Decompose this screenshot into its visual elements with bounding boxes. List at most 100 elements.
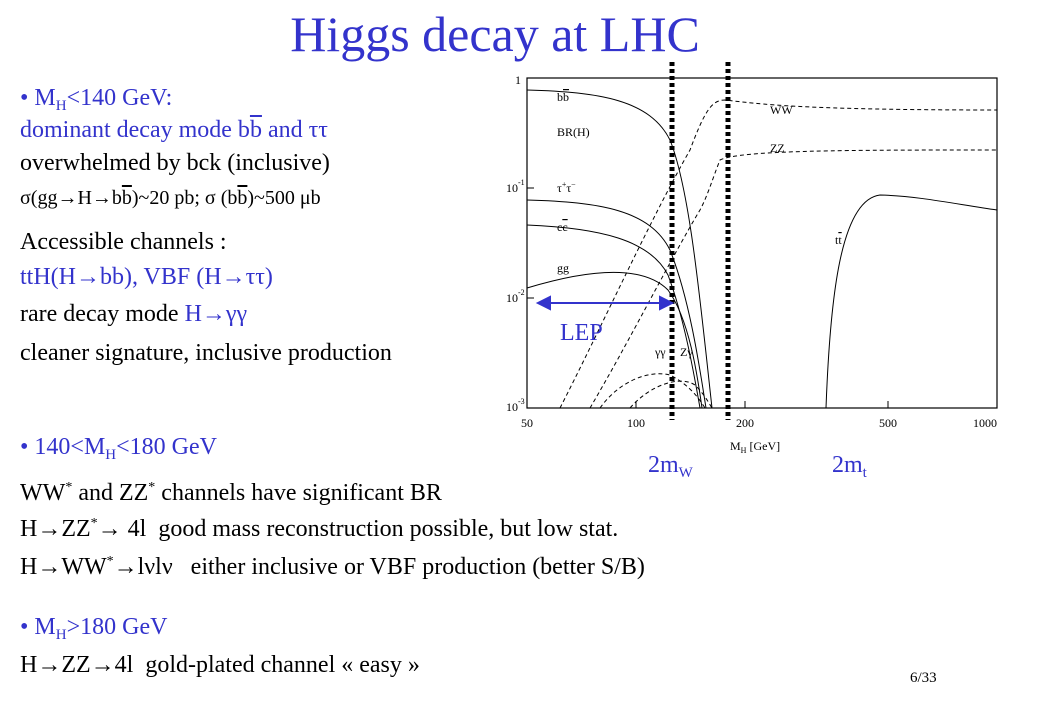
text: 10 [506,400,518,414]
curve-label: γγ [654,345,666,359]
y-tick-label: 10-3 [506,397,525,414]
text: >180 GeV [66,614,168,640]
curve-zgam [629,380,713,409]
subscript: t [863,465,868,481]
superscript: -3 [518,397,525,406]
text: t [835,233,839,247]
text: [GeV] [746,439,780,453]
superscript: -1 [518,178,525,187]
text: σ(gg→H→b [20,187,122,209]
curve-label: gg [557,261,569,275]
text: H→WW [20,554,107,580]
text: <180 GeV [116,434,217,460]
curve-label: cc [557,220,568,234]
text: H→ZZ [20,516,91,542]
x-tick-label: 100 [627,416,645,430]
curve-label: BR(H) [557,125,590,139]
mass-thresholds [669,62,731,420]
text: τ [557,181,562,195]
y-tick-label: 1 [515,73,521,87]
text-line: overwhelmed by bck (inclusive) [20,150,330,176]
text: 10 [506,291,518,305]
text-line: cleaner signature, inclusive production [20,340,392,366]
y-tick-label: 10-2 [506,288,525,305]
subscript: H [105,447,117,463]
text: b [237,187,248,209]
text: 2m [832,452,863,478]
superscript: * [106,554,114,569]
curve-label: WW [770,103,793,117]
x-tick-label: 50 [521,416,533,430]
subscript: H [55,627,67,643]
x-tick-label: 200 [736,416,754,430]
text: 10 [506,181,518,195]
text: →lνlν either inclusive or VBF production… [113,554,645,580]
curve-tt [825,194,998,409]
text: WW [20,480,66,506]
superscript: * [65,480,73,495]
page-number: 6/33 [910,670,937,686]
arrow-head [659,295,675,311]
text: c [557,220,562,234]
superscript: + [562,180,567,189]
text-line: Accessible channels : [20,229,227,255]
curve-gg [526,271,703,409]
curve-label: Zγ [680,345,693,359]
x-axis-label: MH [GeV] [730,439,780,455]
bullet-heading: MH>180 GeV [20,613,167,649]
text: and ττ [261,117,328,143]
curves [526,89,998,409]
text-line: WW* and ZZ* channels have significant BR [20,474,442,507]
text-line: σ(gg→H→bb)~20 pb; σ (bb)~500 μb [20,184,321,212]
text: )~20 pb; σ (b [131,187,238,209]
curve-ww [559,99,998,409]
text-line: rare decay mode H→γγ [20,300,247,328]
text: M [34,614,56,640]
superscript: -2 [518,288,525,297]
curve-tautau [526,199,707,409]
curve-bb [526,89,713,409]
y-tick-label: 10-1 [506,178,525,195]
threshold-label: 2mt [832,452,868,481]
curve-label: ZZ [770,141,785,155]
curve-cc [526,224,701,409]
text: <140 GeV: [66,85,173,111]
lep-label: LEP [560,320,603,346]
text-line: H→ZZ*→ 4l good mass reconstruction possi… [20,510,618,543]
superscript: − [571,180,576,189]
x-tick-label: 500 [879,416,897,430]
text: τ [566,181,571,195]
slide-title: Higgs decay at LHC [290,6,700,62]
curve-gamgam [599,373,706,409]
superscript: * [148,480,156,495]
curve-zz [589,149,998,409]
text: 2m [648,452,679,478]
subscript: W [679,465,694,481]
text: b [557,90,563,104]
text-line: H→WW*→lνlν either inclusive or VBF produ… [20,548,645,581]
text: b [563,90,569,104]
lep-arrow [535,295,675,311]
text: b [121,187,132,209]
text-line: ttH(H→bb), VBF (H→ττ) [20,264,273,290]
threshold-label: 2mW [648,452,694,481]
text: 140<M [34,434,106,460]
text: )~500 μb [247,187,321,209]
text: b [249,117,262,143]
text: → 4l good mass reconstruction possible, … [97,516,619,542]
text-line: H→ZZ→4l gold-plated channel « easy » [20,652,420,678]
text: and ZZ [72,480,149,506]
text: M [34,85,56,111]
bullet-heading: 140<MH<180 GeV [20,433,217,469]
curve-label: τ+τ− [557,180,576,195]
x-tick-label: 1000 [973,416,997,430]
curve-label: tt [835,233,842,247]
text: channels have significant BR [155,480,442,506]
arrow-head [535,295,551,311]
text: rare decay mode [20,301,185,327]
text: c [562,220,567,234]
text-line: dominant decay mode bb and ττ [20,116,328,144]
subscript: H [55,98,67,114]
